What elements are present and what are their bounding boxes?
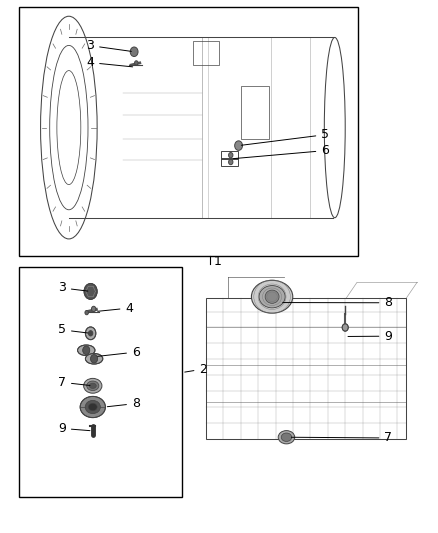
- Text: 4: 4: [86, 56, 133, 69]
- Bar: [193, 41, 219, 65]
- Ellipse shape: [87, 381, 99, 391]
- Text: 5: 5: [241, 128, 329, 146]
- Circle shape: [134, 61, 138, 65]
- Text: 7: 7: [291, 432, 392, 445]
- Ellipse shape: [281, 433, 292, 441]
- Circle shape: [85, 311, 88, 315]
- Text: 7: 7: [58, 376, 90, 389]
- Text: 9: 9: [348, 330, 392, 343]
- Text: 4: 4: [98, 302, 133, 314]
- Ellipse shape: [78, 345, 95, 356]
- Bar: [221, 158, 238, 166]
- Circle shape: [88, 330, 93, 336]
- Circle shape: [84, 284, 97, 300]
- Ellipse shape: [265, 290, 279, 303]
- Ellipse shape: [85, 400, 100, 414]
- Circle shape: [130, 47, 138, 56]
- Circle shape: [85, 327, 96, 340]
- Text: 9: 9: [58, 422, 90, 435]
- Text: 8: 8: [107, 397, 140, 410]
- Bar: [221, 151, 238, 159]
- Circle shape: [342, 324, 348, 331]
- Text: 3: 3: [86, 39, 131, 52]
- Ellipse shape: [80, 397, 106, 418]
- Bar: [19, 266, 182, 497]
- Bar: [19, 7, 358, 256]
- Text: 8: 8: [283, 296, 392, 309]
- Circle shape: [91, 354, 98, 363]
- Text: 1: 1: [213, 255, 221, 268]
- Text: 2: 2: [185, 362, 207, 376]
- Text: 5: 5: [58, 324, 88, 336]
- Circle shape: [83, 346, 90, 354]
- Ellipse shape: [88, 403, 97, 411]
- Bar: [241, 86, 269, 139]
- Ellipse shape: [259, 286, 285, 308]
- Ellipse shape: [89, 383, 96, 389]
- Text: 3: 3: [58, 281, 88, 294]
- Text: 6: 6: [233, 144, 329, 159]
- Ellipse shape: [85, 353, 103, 364]
- Circle shape: [235, 141, 243, 150]
- Circle shape: [229, 152, 233, 158]
- Circle shape: [229, 159, 233, 165]
- Text: 6: 6: [98, 345, 140, 359]
- Ellipse shape: [84, 378, 102, 393]
- Circle shape: [92, 306, 96, 312]
- Ellipse shape: [278, 431, 295, 444]
- Ellipse shape: [251, 280, 293, 313]
